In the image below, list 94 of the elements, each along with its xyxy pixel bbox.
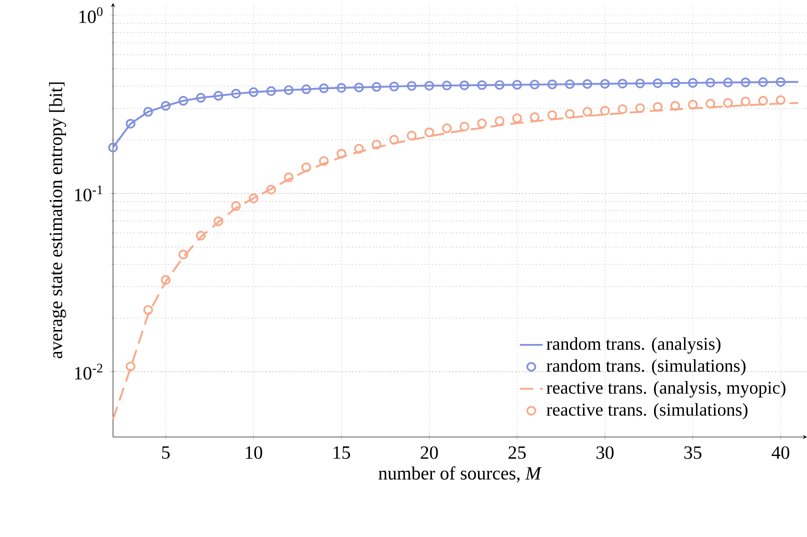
legend-label: random trans. (simulations)	[546, 359, 746, 376]
point	[284, 85, 294, 95]
point	[372, 82, 382, 92]
x-axis-title: number of sources, M	[378, 466, 542, 482]
point	[706, 98, 716, 108]
point	[196, 230, 206, 240]
point	[776, 95, 786, 105]
point	[318, 156, 329, 166]
x-tick-label: 5	[162, 446, 170, 459]
point	[776, 77, 786, 87]
point	[318, 83, 329, 94]
point	[547, 80, 558, 90]
x-tick-label: 35	[684, 446, 702, 459]
point	[564, 109, 575, 119]
point	[248, 194, 258, 204]
point	[600, 78, 610, 89]
point	[512, 80, 522, 90]
point	[126, 118, 136, 129]
x-tick-label: 40	[772, 446, 790, 459]
x-tick-label: 25	[508, 446, 526, 459]
point	[564, 79, 575, 90]
point	[143, 106, 154, 117]
point	[706, 78, 716, 88]
point	[618, 78, 628, 88]
point	[758, 77, 768, 88]
point	[740, 77, 750, 88]
point	[108, 142, 118, 152]
point	[723, 78, 733, 88]
point	[723, 98, 733, 108]
point	[424, 80, 434, 91]
point	[494, 80, 504, 90]
point	[582, 106, 592, 117]
y-tick-label: 10$^{-2}$	[75, 364, 102, 380]
x-tick-label: 15	[334, 446, 350, 459]
point	[635, 103, 645, 113]
point	[266, 86, 276, 96]
point	[442, 123, 452, 134]
point	[266, 184, 276, 195]
y-axis-title: average state estimation entropy [bit]	[49, 82, 66, 358]
point	[301, 162, 312, 172]
point	[460, 122, 470, 132]
point	[389, 134, 399, 145]
point	[160, 275, 171, 285]
x-tick-label: 20	[420, 446, 438, 459]
point	[618, 104, 628, 114]
point	[512, 113, 522, 124]
point	[530, 112, 540, 122]
point	[372, 140, 382, 150]
point	[389, 82, 399, 92]
point	[336, 82, 346, 93]
point	[354, 144, 364, 154]
point	[670, 100, 680, 111]
point	[231, 88, 241, 98]
point	[688, 78, 698, 88]
point	[740, 96, 750, 106]
point	[460, 80, 470, 90]
point	[530, 80, 540, 90]
point	[670, 78, 680, 88]
point	[758, 96, 768, 106]
point	[196, 92, 206, 103]
legend-label: reactive trans. (simulations)	[546, 403, 748, 420]
point	[354, 82, 364, 92]
point	[248, 87, 258, 98]
point	[494, 116, 504, 126]
point	[688, 100, 698, 110]
point	[477, 118, 487, 128]
point	[284, 172, 294, 182]
point	[652, 102, 663, 112]
legend-label: random trans. (analysis)	[546, 337, 720, 354]
point	[231, 201, 241, 211]
point	[600, 106, 610, 116]
point	[126, 362, 136, 372]
y-tick-label: 10$^{-1}$	[75, 186, 102, 202]
point	[301, 84, 312, 94]
point	[424, 128, 434, 138]
point	[477, 80, 487, 90]
x-tick-label: 30	[596, 446, 614, 459]
point	[652, 78, 663, 88]
point	[143, 305, 154, 315]
point	[178, 250, 188, 260]
point	[336, 148, 346, 159]
point	[582, 79, 592, 89]
point	[214, 216, 224, 226]
legend-label: reactive trans. (analysis, myopic)	[546, 381, 786, 398]
y-tick-label: 10$^{0}$	[79, 7, 103, 24]
x-tick-label: 10	[246, 446, 262, 459]
point	[214, 90, 224, 101]
point	[442, 80, 452, 90]
point	[406, 130, 417, 140]
point	[635, 78, 645, 88]
point	[547, 110, 558, 120]
point	[178, 96, 188, 106]
point	[406, 81, 417, 91]
point	[160, 100, 171, 111]
